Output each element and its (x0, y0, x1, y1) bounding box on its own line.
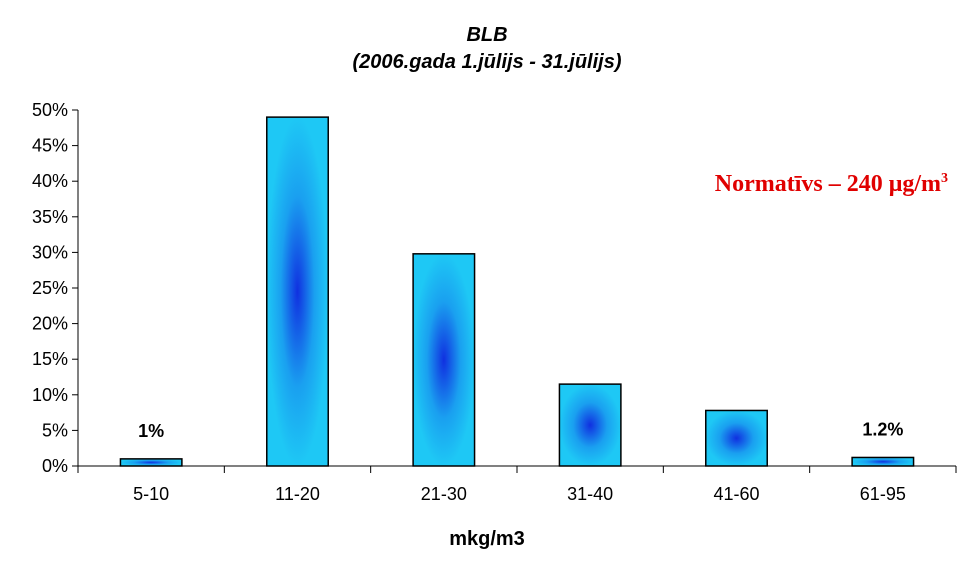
y-tick-label: 5% (42, 420, 68, 440)
annotation-unit-exponent: 3 (941, 171, 948, 186)
chart-title: BLB (466, 24, 508, 46)
y-tick-label: 30% (32, 242, 68, 262)
chart-subtitle: (2006.gada 1.jūlijs - 31.jūlijs) (352, 51, 622, 73)
y-tick-label: 40% (32, 171, 68, 191)
x-tick-label: 21-30 (421, 484, 467, 504)
y-tick-label: 35% (32, 207, 68, 227)
bar-61-95 (851, 456, 915, 467)
x-tick-label: 61-95 (860, 484, 906, 504)
bars (119, 116, 915, 467)
bar-41-60 (705, 409, 768, 467)
annotation-prefix: Normatīvs – 240 (714, 171, 889, 197)
x-tick-label: 31-40 (567, 484, 613, 504)
bar-5-10 (119, 458, 183, 467)
data-label-5-10: 1% (138, 421, 164, 441)
y-tick-label: 25% (32, 278, 68, 298)
y-tick-label: 20% (32, 314, 68, 334)
axes (72, 109, 957, 473)
y-tick-label: 10% (32, 385, 68, 405)
y-tick-label: 45% (32, 136, 68, 156)
data-label-61-95: 1.2% (862, 419, 903, 439)
bar-21-30 (412, 253, 476, 467)
y-tick-label: 50% (32, 100, 68, 120)
x-tick-label: 11-20 (275, 484, 320, 504)
y-tick-label: 0% (42, 456, 68, 476)
bar-11-20 (266, 116, 329, 467)
labels: 0% 5% 10% 15% 20% 25% 30% 35% 40% 45% 50% 5-10 1% 11-… (32, 100, 906, 504)
x-tick-label: 5-10 (133, 484, 169, 504)
normative-annotation: Normatīvs – 240 μg/m3 (715, 171, 948, 198)
x-tick-label: 41-60 (713, 484, 759, 504)
y-tick-label: 15% (32, 349, 68, 369)
annotation-unit: μg/m (888, 171, 941, 197)
bar-31-40 (558, 383, 622, 467)
x-axis-label: mkg/m3 (449, 528, 525, 550)
